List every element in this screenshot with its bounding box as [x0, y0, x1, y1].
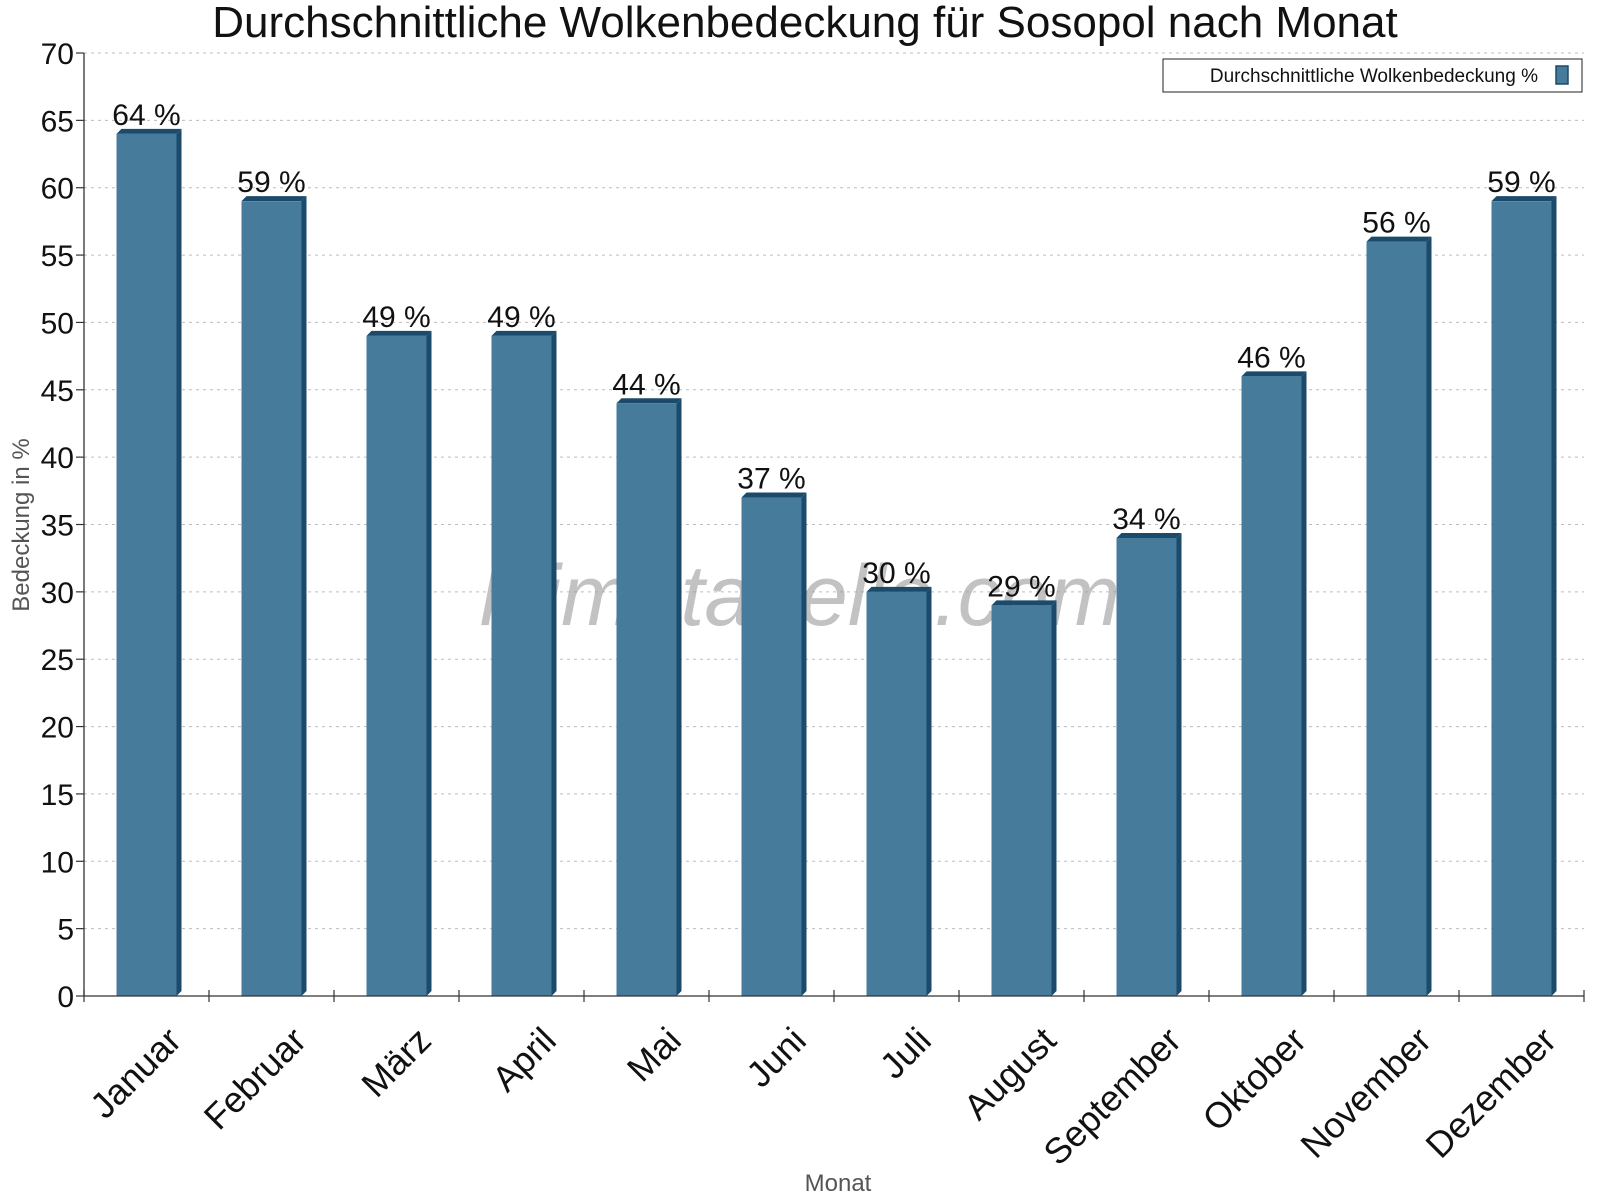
legend-swatch — [1555, 65, 1569, 85]
legend: Durchschnittliche Wolkenbedeckung % — [1162, 58, 1583, 93]
bar-side — [1426, 236, 1432, 997]
bar — [866, 591, 927, 996]
y-tick-label: 5 — [57, 914, 74, 947]
bar-top — [866, 586, 932, 592]
bar-side — [1176, 532, 1182, 996]
data-label: 37 % — [737, 463, 805, 496]
y-tick-label: 55 — [41, 240, 74, 273]
bar — [616, 403, 677, 996]
data-label: 59 % — [237, 166, 305, 199]
y-tick-label: 70 — [41, 38, 74, 71]
data-label: 64 % — [112, 99, 180, 132]
bar-top — [991, 600, 1057, 606]
bar-side — [926, 586, 932, 996]
bar-side — [176, 128, 182, 997]
bar-top — [1116, 532, 1182, 538]
x-tick-label: Mai — [619, 1019, 689, 1089]
data-labels: 64 % 59 % 49 % 49 % 44 % 37 % 30 % 29 % 34 % 46 %… — [112, 99, 1555, 603]
bar — [991, 605, 1052, 996]
data-label: 56 % — [1362, 207, 1430, 240]
bar-top — [366, 330, 432, 336]
x-tick-label: Oktober — [1194, 1019, 1314, 1139]
data-label: 49 % — [487, 301, 555, 334]
bar-side — [551, 330, 557, 996]
data-label: 46 % — [1237, 341, 1305, 374]
gridlines — [84, 52, 1584, 930]
x-tick-label: April — [484, 1019, 564, 1099]
y-tick-label: 20 — [41, 712, 74, 745]
x-tick-label: November — [1292, 1019, 1438, 1165]
data-label: 59 % — [1487, 166, 1555, 199]
bar-top — [241, 196, 307, 202]
data-label: 49 % — [362, 301, 430, 334]
bar — [491, 335, 552, 996]
bar — [241, 201, 302, 996]
data-label: 44 % — [612, 368, 680, 401]
axes — [83, 53, 1585, 1002]
bar — [1491, 201, 1552, 996]
bar-top — [1491, 196, 1557, 202]
bars — [116, 128, 1557, 997]
y-axis-ticks: 0 5 10 15 20 25 30 35 40 45 50 55 60 65 70 — [41, 38, 84, 1014]
x-axis-title: Monat — [805, 1170, 872, 1197]
bar-side — [426, 330, 432, 996]
y-tick-label: 25 — [41, 644, 74, 677]
bar-side — [801, 492, 807, 996]
bar-side — [1301, 371, 1307, 996]
y-tick-label: 65 — [41, 105, 74, 138]
bar — [366, 335, 427, 996]
x-tick-label: Februar — [196, 1019, 314, 1137]
bar-side — [1051, 600, 1057, 996]
bar-top — [491, 330, 557, 336]
y-tick-label: 45 — [41, 375, 74, 408]
bar-side — [676, 398, 682, 996]
legend-box — [1162, 58, 1583, 93]
bar-top — [741, 492, 807, 498]
bar — [741, 497, 802, 996]
y-tick-label: 0 — [57, 981, 74, 1014]
y-tick-label: 35 — [41, 510, 74, 543]
bar-top — [1366, 236, 1432, 242]
chart-title: Durchschnittliche Wolkenbedeckung für So… — [212, 0, 1397, 47]
x-tick-label: September — [1035, 1019, 1189, 1173]
bar-side — [301, 196, 307, 996]
bar — [116, 133, 177, 997]
y-tick-label: 50 — [41, 307, 74, 340]
bar-top — [1241, 371, 1307, 377]
bar — [1116, 537, 1177, 996]
y-axis-title: Bedeckung in % — [8, 438, 35, 611]
data-label: 29 % — [987, 570, 1055, 603]
data-label: 34 % — [1112, 503, 1180, 536]
x-tick-label: März — [353, 1019, 439, 1105]
bar-top — [616, 398, 682, 404]
legend-label: Durchschnittliche Wolkenbedeckung % — [1210, 66, 1538, 87]
y-tick-label: 30 — [41, 577, 74, 610]
x-tick-label: August — [956, 1019, 1064, 1127]
y-tick-label: 15 — [41, 779, 74, 812]
bar — [1241, 376, 1302, 996]
bar — [1366, 241, 1427, 997]
x-axis-ticks: Januar Februar März April Mai Juni Juli AugustS… — [82, 1019, 1564, 1173]
y-tick-label: 10 — [41, 846, 74, 879]
data-label: 30 % — [862, 557, 930, 590]
x-tick-label: Dezember — [1417, 1019, 1563, 1165]
bar-top — [116, 128, 182, 134]
x-tick-label: Juni — [738, 1019, 814, 1095]
x-tick-label: Januar — [82, 1019, 189, 1126]
x-tick-label: Juli — [872, 1019, 939, 1086]
y-tick-label: 60 — [41, 173, 74, 206]
bar-side — [1551, 196, 1557, 996]
y-tick-label: 40 — [41, 442, 74, 475]
